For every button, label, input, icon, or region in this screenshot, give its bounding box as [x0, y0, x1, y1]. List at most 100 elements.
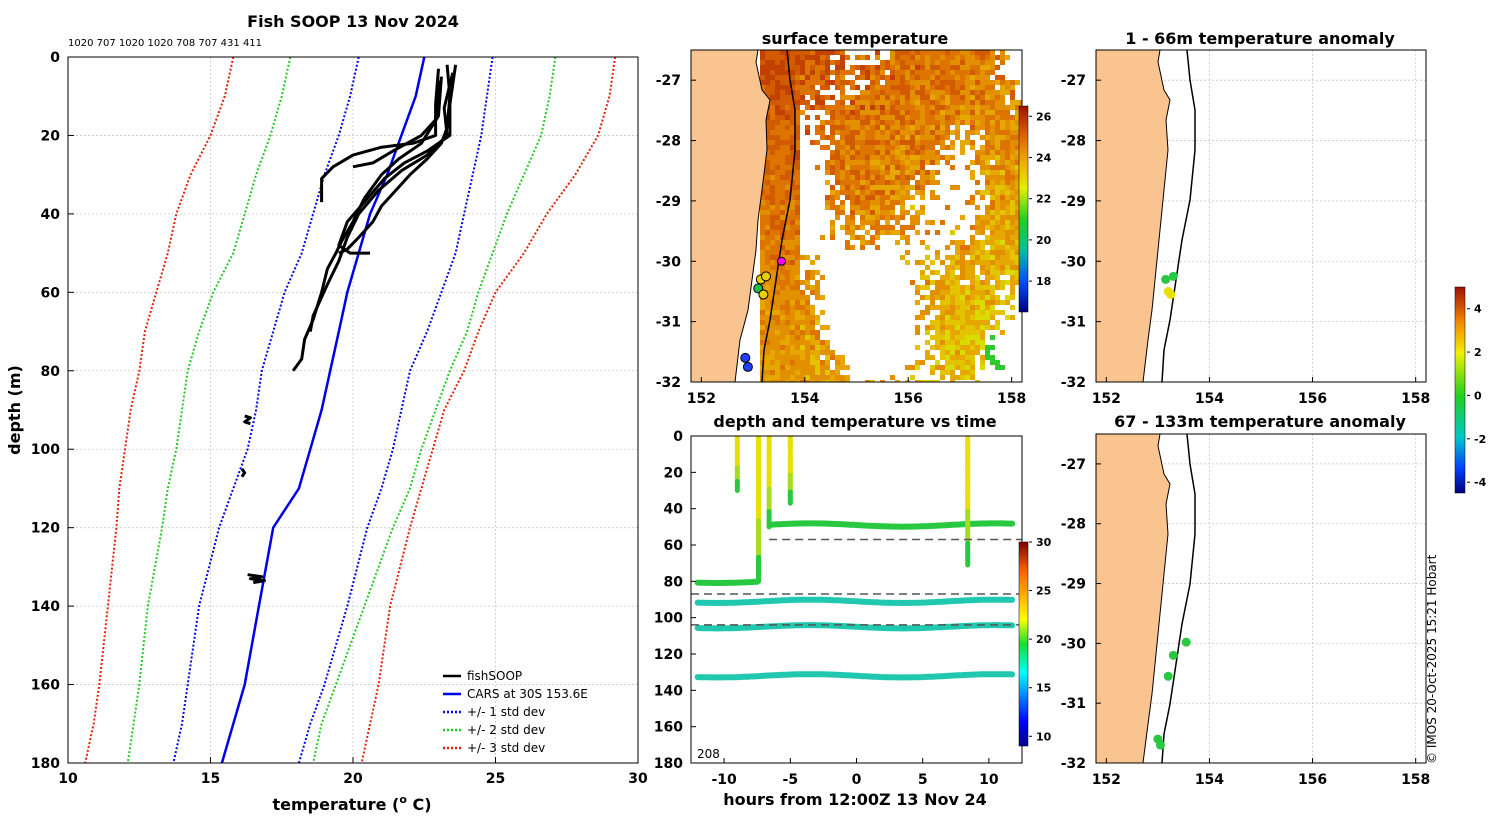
- sst-pixel: [910, 50, 915, 55]
- sst-pixel: [985, 220, 990, 225]
- sst-pixel: [855, 105, 860, 110]
- sst-pixel: [960, 75, 965, 80]
- sst-pixel: [775, 290, 780, 295]
- sst-pixel: [960, 245, 965, 250]
- sst-pixel: [955, 110, 960, 115]
- sst-pixel: [780, 85, 785, 90]
- sst-pixel: [780, 125, 785, 130]
- sst-pixel: [955, 95, 960, 100]
- sst-pixel: [950, 335, 955, 340]
- anomaly-deep-y-tick-label: -28: [1061, 517, 1086, 533]
- sst-pixel: [870, 235, 875, 240]
- sst-pixel: [765, 260, 770, 265]
- sst-pixel: [840, 105, 845, 110]
- time-track: [694, 578, 761, 586]
- anomaly-deep-point: [1163, 671, 1173, 681]
- sst-pixel: [805, 350, 810, 355]
- sst-pixel: [795, 140, 800, 145]
- sst-pixel: [805, 75, 810, 80]
- sst-pixel: [765, 325, 770, 330]
- sst-pixel: [980, 285, 985, 290]
- sst-pixel: [985, 55, 990, 60]
- profile-legend-label: +/- 3 std dev: [467, 741, 545, 755]
- sst-pixel: [965, 245, 970, 250]
- sst-pixel: [805, 375, 810, 380]
- sst-pixel: [805, 80, 810, 85]
- sst-pixel: [760, 255, 765, 260]
- profile-series-line: [84, 57, 235, 763]
- sst-pixel: [775, 135, 780, 140]
- sst-pixel: [770, 345, 775, 350]
- sst-pixel: [870, 190, 875, 195]
- sst-pixel: [760, 330, 765, 335]
- anomaly-shallow-y-tick-label: -29: [1061, 194, 1086, 210]
- sst-pixel: [885, 195, 890, 200]
- sst-pixel: [820, 55, 825, 60]
- sst-pixel: [970, 145, 975, 150]
- sst-pixel: [1015, 175, 1020, 180]
- sst-pixel: [880, 170, 885, 175]
- sst-pixel: [795, 190, 800, 195]
- sst-pixel: [930, 120, 935, 125]
- sst-pixel: [920, 190, 925, 195]
- sst-pixel: [880, 85, 885, 90]
- sst-pixel: [820, 60, 825, 65]
- sst-pixel: [990, 175, 995, 180]
- sst-pixel: [870, 125, 875, 130]
- sst-pixel: [860, 195, 865, 200]
- sst-pixel: [985, 325, 990, 330]
- sst-pixel: [925, 265, 930, 270]
- sst-pixel: [1015, 145, 1020, 150]
- sst-pixel: [845, 195, 850, 200]
- time-footnote: 208: [697, 747, 720, 761]
- sst-pixel: [790, 125, 795, 130]
- sst-pixel: [765, 200, 770, 205]
- sst-pixel: [765, 320, 770, 325]
- surface-x-tick-label: 152: [687, 391, 716, 407]
- anomaly-deep-y-tick-label: -30: [1061, 636, 1087, 652]
- sst-pixel: [985, 315, 990, 320]
- sst-pixel: [900, 160, 905, 165]
- sst-pixel: [965, 250, 970, 255]
- sst-pixel: [960, 335, 965, 340]
- sst-pixel: [1000, 95, 1005, 100]
- sst-pixel: [890, 375, 895, 380]
- sst-pixel: [790, 380, 795, 382]
- sst-pixel: [955, 250, 960, 255]
- sst-pixel: [955, 260, 960, 265]
- sst-pixel: [765, 50, 770, 55]
- sst-pixel: [800, 295, 805, 300]
- sst-pixel: [820, 350, 825, 355]
- sst-pixel: [955, 255, 960, 260]
- sst-pixel: [970, 320, 975, 325]
- sst-pixel: [875, 190, 880, 195]
- sst-pixel: [880, 185, 885, 190]
- sst-pixel: [995, 155, 1000, 160]
- sst-pixel: [795, 50, 800, 55]
- sst-pixel: [905, 140, 910, 145]
- sst-pixel: [990, 285, 995, 290]
- sst-pixel: [770, 170, 775, 175]
- sst-pixel: [845, 220, 850, 225]
- sst-pixel: [930, 220, 935, 225]
- sst-pixel: [795, 175, 800, 180]
- anomaly-colorbar-tick-label: -2: [1474, 433, 1486, 446]
- sst-pixel: [935, 150, 940, 155]
- sst-pixel: [810, 325, 815, 330]
- sst-pixel: [840, 60, 845, 65]
- sst-pixel: [825, 345, 830, 350]
- sst-pixel: [990, 110, 995, 115]
- sst-pixel: [790, 350, 795, 355]
- sst-pixel: [950, 240, 955, 245]
- sst-pixel: [760, 260, 765, 265]
- sst-pixel: [1005, 150, 1010, 155]
- sst-pixel: [935, 160, 940, 165]
- sst-pixel: [830, 355, 835, 360]
- sst-pixel: [925, 115, 930, 120]
- sst-pixel: [950, 95, 955, 100]
- sst-pixel: [995, 190, 1000, 195]
- sst-pixel: [780, 330, 785, 335]
- sst-pixel: [875, 120, 880, 125]
- sst-pixel: [770, 265, 775, 270]
